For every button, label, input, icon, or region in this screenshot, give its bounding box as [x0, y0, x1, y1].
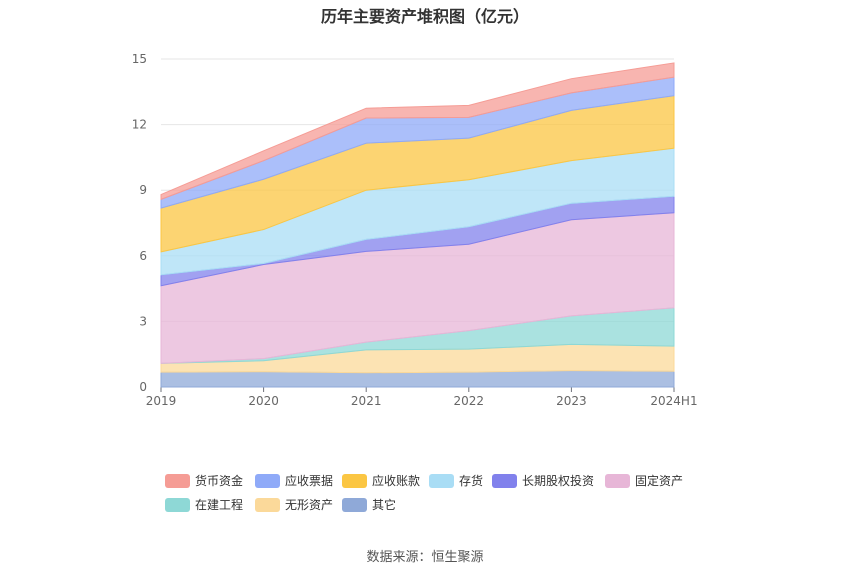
legend-label: 固定资产: [635, 474, 684, 488]
y-tick-label: 0: [139, 380, 147, 394]
legend-label: 应收账款: [372, 474, 421, 488]
x-tick-label: 2019: [146, 394, 177, 408]
legend-label: 货币资金: [195, 474, 244, 488]
y-tick-label: 3: [139, 314, 147, 328]
y-tick-label: 6: [139, 249, 147, 263]
legend-label: 长期股权投资: [522, 474, 595, 488]
x-tick-label: 2020: [248, 394, 279, 408]
legend-item[interactable]: 货币资金: [165, 473, 243, 489]
legend-item[interactable]: 固定资产: [605, 473, 683, 489]
legend-swatch: [255, 498, 280, 512]
x-tick-label: 2024H1: [650, 394, 697, 408]
legend-swatch: [255, 474, 280, 488]
x-tick-label: 2021: [351, 394, 382, 408]
legend-item[interactable]: 无形资产: [255, 497, 333, 513]
y-tick-label: 15: [132, 52, 147, 66]
legend-swatch: [429, 474, 454, 488]
y-tick-label: 9: [139, 183, 147, 197]
legend-swatch: [492, 474, 517, 488]
legend-item[interactable]: 在建工程: [165, 497, 243, 513]
legend-item[interactable]: 长期股权投资: [492, 473, 594, 489]
area-series-8: [160, 62, 675, 201]
legend-swatch: [165, 474, 190, 488]
chart-title: 历年主要资产堆积图（亿元）: [320, 7, 529, 26]
legend-swatch: [605, 474, 630, 488]
legend-label: 存货: [459, 474, 484, 488]
legend-label: 其它: [372, 498, 397, 512]
legend-swatch: [342, 474, 367, 488]
x-tick-label: 2022: [454, 394, 485, 408]
legend-item[interactable]: 其它: [342, 497, 396, 513]
y-tick-label: 12: [132, 118, 147, 132]
area-series-0: [160, 370, 675, 388]
legend-label: 无形资产: [285, 498, 334, 512]
legend-item[interactable]: 存货: [429, 473, 483, 489]
legend-label: 在建工程: [195, 498, 244, 512]
legend-swatch: [342, 498, 367, 512]
legend-item[interactable]: 应收票据: [255, 473, 333, 489]
legend-label: 应收票据: [285, 474, 334, 488]
data-source: 数据来源：恒生聚源: [366, 550, 484, 565]
x-tick-label: 2023: [556, 394, 587, 408]
legend-swatch: [165, 498, 190, 512]
legend-item[interactable]: 应收账款: [342, 473, 420, 489]
